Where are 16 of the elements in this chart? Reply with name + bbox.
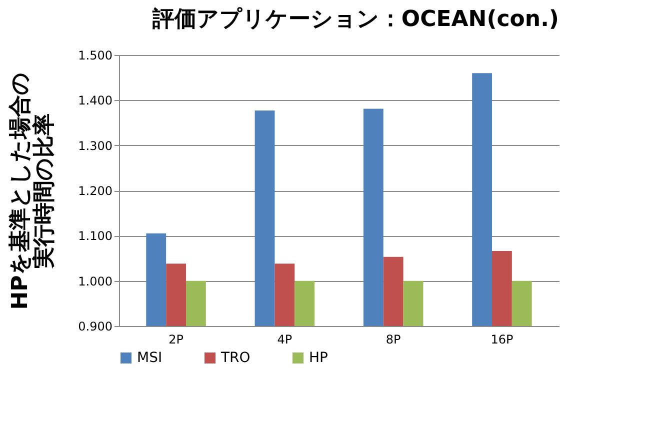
legend-label: TRO xyxy=(220,350,250,366)
x-tick-label: 8P xyxy=(386,332,401,346)
y-tick-label: 0.900 xyxy=(78,320,112,334)
y-tick-label: 1.200 xyxy=(78,184,112,198)
y-tick-label: 1.100 xyxy=(78,229,112,244)
y-tick-label: 1.500 xyxy=(78,48,112,62)
y-tick-label: 1.300 xyxy=(78,138,112,153)
legend-label: MSI xyxy=(137,350,162,366)
legend-label: HP xyxy=(309,350,328,366)
y-tick-label: 1.400 xyxy=(78,94,112,108)
chart-title: 評価アプリケーション：OCEAN(con.) xyxy=(151,7,559,32)
x-tick-label: 16P xyxy=(490,332,514,346)
x-tick-label: 4P xyxy=(277,332,292,346)
y-tick-label: 1.000 xyxy=(78,274,112,288)
x-tick-label: 2P xyxy=(168,332,184,346)
y-axis-title: HPを基準とした場合の実行時間の比率 xyxy=(8,72,58,310)
